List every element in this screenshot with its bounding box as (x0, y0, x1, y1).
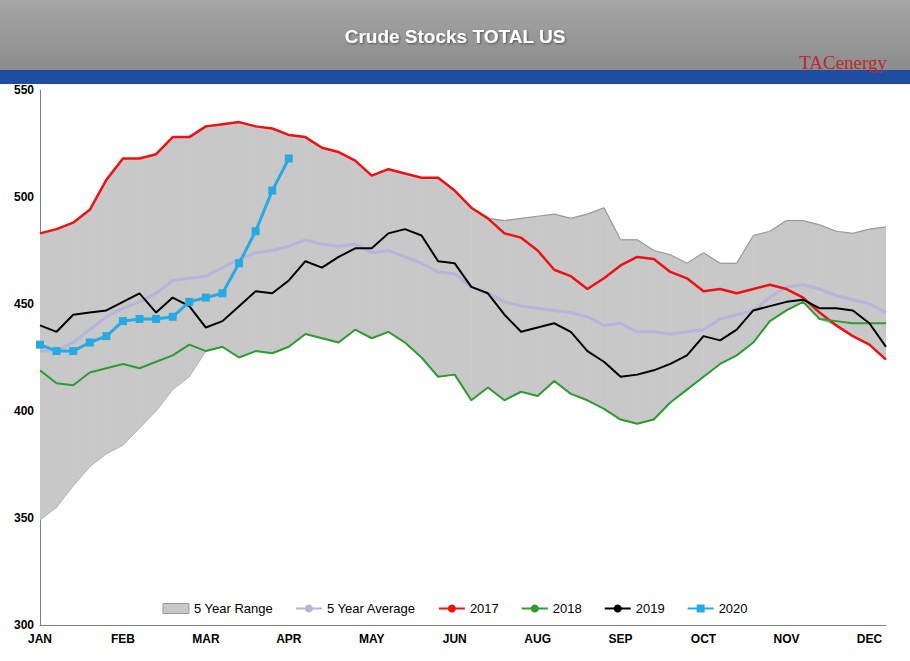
svg-text:SEP: SEP (609, 632, 633, 646)
svg-text:2017: 2017 (470, 601, 499, 616)
svg-text:300: 300 (14, 618, 34, 632)
svg-text:450: 450 (14, 297, 34, 311)
svg-text:Crude Stocks TOTAL US: Crude Stocks TOTAL US (345, 26, 566, 47)
svg-text:AUG: AUG (524, 632, 551, 646)
svg-text:400: 400 (14, 404, 34, 418)
svg-text:5 Year Average: 5 Year Average (327, 601, 415, 616)
svg-text:FEB: FEB (111, 632, 135, 646)
svg-text:NOV: NOV (773, 632, 799, 646)
svg-text:APR: APR (276, 632, 302, 646)
svg-text:2018: 2018 (553, 601, 582, 616)
svg-text:550: 550 (14, 83, 34, 97)
svg-text:2020: 2020 (719, 601, 748, 616)
svg-text:TACenergy: TACenergy (799, 52, 887, 73)
svg-text:JAN: JAN (28, 632, 52, 646)
svg-text:500: 500 (14, 190, 34, 204)
svg-text:OCT: OCT (691, 632, 717, 646)
svg-text:2019: 2019 (636, 601, 665, 616)
svg-text:350: 350 (14, 511, 34, 525)
svg-text:5 Year Range: 5 Year Range (194, 601, 273, 616)
svg-text:JUN: JUN (443, 632, 467, 646)
svg-text:DEC: DEC (857, 632, 883, 646)
svg-text:MAY: MAY (359, 632, 385, 646)
svg-text:MAR: MAR (192, 632, 220, 646)
